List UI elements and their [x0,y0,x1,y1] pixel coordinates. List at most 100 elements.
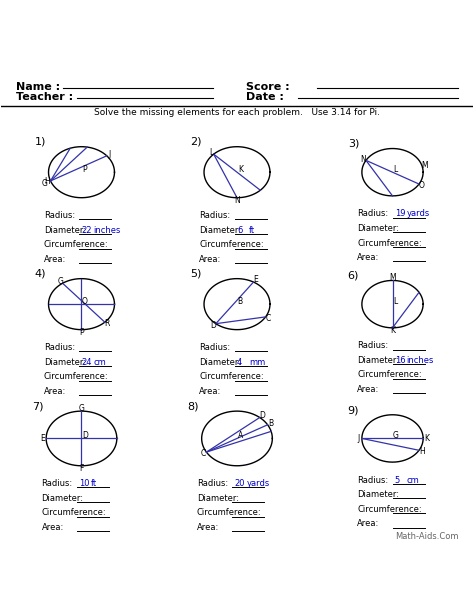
Text: Area:: Area: [199,255,221,264]
Text: Circumference:: Circumference: [197,508,262,517]
Text: 1): 1) [35,137,46,147]
Text: Circumference:: Circumference: [44,240,109,249]
Text: P: P [82,165,87,174]
Text: Diameter:: Diameter: [357,224,399,233]
Text: O: O [82,297,88,306]
Text: Area:: Area: [199,387,221,396]
Text: K: K [424,434,429,443]
Text: R: R [104,319,110,329]
Text: 7): 7) [32,402,44,411]
Text: Area:: Area: [41,523,64,532]
Text: 4: 4 [237,357,242,367]
Text: 5): 5) [190,269,201,279]
Text: 10: 10 [79,479,90,488]
Text: Diameter:: Diameter: [357,490,399,499]
Text: ft: ft [249,226,255,235]
Text: 5: 5 [395,476,400,484]
Text: Diameter:: Diameter: [197,494,239,503]
Text: Radius:: Radius: [199,211,230,220]
Text: L: L [394,165,398,174]
Text: inches: inches [407,356,434,365]
Text: Radius:: Radius: [197,479,228,488]
Text: Area:: Area: [44,387,66,396]
Text: Date :: Date : [246,92,284,102]
Text: B: B [268,419,273,428]
Text: Radius:: Radius: [41,479,73,488]
Text: Circumference:: Circumference: [357,370,422,379]
Text: E: E [40,434,45,443]
Text: 6): 6) [348,271,359,281]
Text: 9): 9) [348,405,359,415]
Text: Solve the missing elements for each problem.   Use 3.14 for Pi.: Solve the missing elements for each prob… [94,108,380,117]
Text: G: G [42,179,48,188]
Text: C: C [266,314,271,322]
Text: D: D [259,411,265,420]
Text: Name :: Name : [16,82,60,93]
Text: Radius:: Radius: [44,211,75,220]
Text: Score :: Score : [246,82,290,93]
Text: C: C [201,449,206,458]
Text: Diameter:: Diameter: [44,357,86,367]
Text: cm: cm [93,357,106,367]
Text: Radius:: Radius: [44,343,75,352]
Text: Area:: Area: [44,255,66,264]
Text: 8): 8) [188,402,199,411]
Text: Circumference:: Circumference: [199,240,264,249]
Text: Diameter:: Diameter: [41,494,83,503]
Text: 16: 16 [395,356,405,365]
Text: H: H [419,447,425,456]
Text: M: M [389,273,396,283]
Text: Area:: Area: [357,253,379,262]
Text: 19: 19 [395,209,405,218]
Text: 4): 4) [35,269,46,279]
Text: 20: 20 [235,479,245,488]
Text: Area:: Area: [357,385,379,394]
Text: D: D [82,431,88,440]
Text: Circumference:: Circumference: [357,504,422,514]
Text: cm: cm [407,476,419,484]
Text: 3): 3) [348,139,359,149]
Text: inches: inches [93,226,121,235]
Text: O: O [419,181,425,190]
Text: yards: yards [246,479,270,488]
Text: P: P [79,328,84,337]
Text: Circumference:: Circumference: [41,508,106,517]
Text: Teacher :: Teacher : [16,92,73,102]
Text: 22: 22 [82,226,92,235]
Text: H: H [45,177,50,186]
Text: 2): 2) [190,137,201,147]
Text: K: K [238,165,243,174]
Text: J: J [357,434,360,443]
Text: Diameter:: Diameter: [357,356,399,365]
Text: G: G [58,276,64,286]
Text: N: N [360,154,366,164]
Text: L: L [209,148,213,157]
Text: Math-Aids.Com: Math-Aids.Com [395,532,458,541]
Text: N: N [234,196,240,205]
Text: D: D [211,321,217,330]
Text: L: L [394,297,398,306]
Text: E: E [253,275,257,284]
Text: mm: mm [249,357,265,367]
Text: yards: yards [407,209,430,218]
Text: Diameter:: Diameter: [199,226,241,235]
Text: Radius:: Radius: [357,341,388,350]
Text: Radius:: Radius: [357,209,388,218]
Text: M: M [422,161,428,170]
Text: Area:: Area: [197,523,219,532]
Text: A: A [237,431,243,440]
Text: ft: ft [91,479,97,488]
Text: Circumference:: Circumference: [44,372,109,381]
Text: Diameter:: Diameter: [199,357,241,367]
Text: K: K [390,326,395,335]
Text: Circumference:: Circumference: [357,238,422,248]
Text: G: G [393,431,399,440]
Text: Radius:: Radius: [199,343,230,352]
Text: 24: 24 [82,357,92,367]
Text: G: G [79,404,84,413]
Text: F: F [79,464,84,473]
Text: Diameter:: Diameter: [44,226,86,235]
Text: B: B [238,297,243,306]
Text: Area:: Area: [357,519,379,528]
Text: 6: 6 [237,226,242,235]
